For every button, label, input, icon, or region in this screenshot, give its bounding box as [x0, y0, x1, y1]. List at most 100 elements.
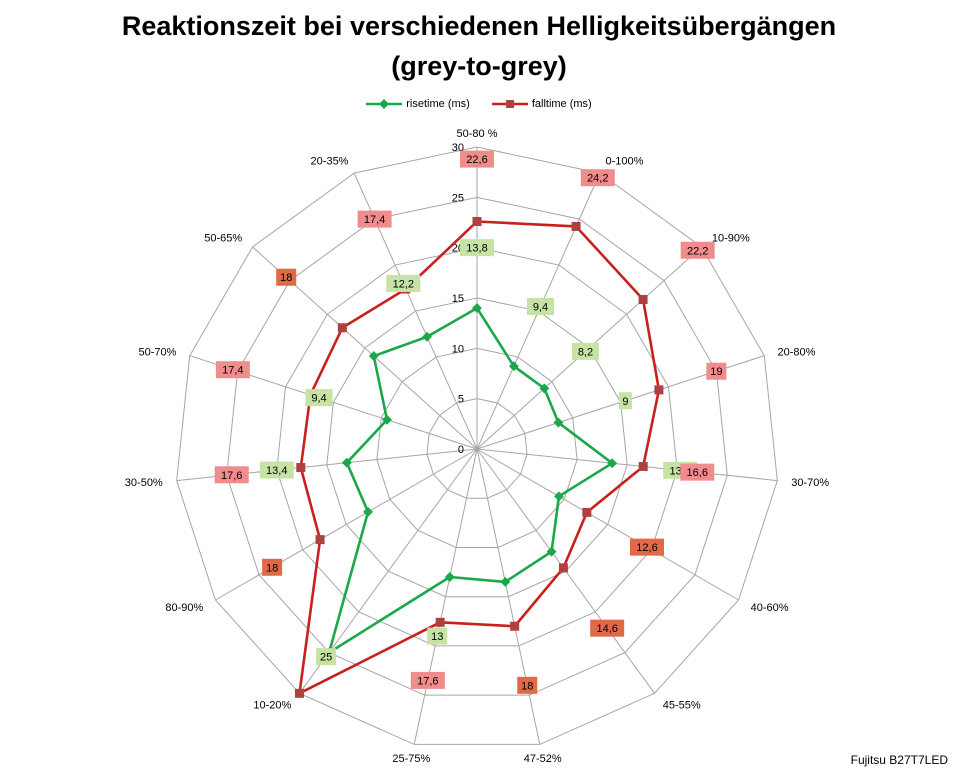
data-label-text: 13: [431, 631, 443, 643]
category-label: 45-55%: [663, 700, 701, 712]
data-point-risetime: [500, 576, 511, 587]
legend: risetime (ms) falltime (ms): [0, 98, 958, 110]
data-label-box: [316, 648, 337, 666]
data-point-risetime: [553, 417, 564, 428]
data-label-text: 16,6: [687, 467, 708, 479]
data-label-text: 17,4: [222, 365, 243, 377]
grid-spoke: [215, 448, 478, 601]
grid-ring: [326, 297, 628, 598]
category-label: 20-80%: [778, 346, 816, 358]
category-label: 30-70%: [791, 477, 829, 489]
data-label-text: 18: [266, 562, 278, 574]
data-label-falltime: 18: [276, 268, 297, 286]
category-label: 10-20%: [253, 700, 291, 712]
grid-ring: [176, 146, 778, 745]
grid-spoke: [413, 448, 478, 745]
data-point-falltime: [337, 323, 347, 333]
data-label-text: 18: [521, 680, 533, 692]
data-label-text: 9,4: [533, 301, 548, 313]
radar-grid: [176, 146, 778, 745]
grid-spoke: [476, 448, 541, 745]
data-label-falltime: 17,4: [357, 210, 392, 228]
data-label-box: [517, 676, 538, 694]
category-label: 20-35%: [311, 155, 349, 167]
data-point-falltime: [571, 221, 581, 231]
data-label-text: 18: [280, 272, 292, 284]
data-point-risetime: [341, 457, 352, 468]
data-point-falltime: [582, 507, 592, 517]
data-label-falltime: 14,6: [590, 619, 625, 637]
data-point-falltime: [510, 621, 520, 631]
data-label-box: [215, 361, 250, 379]
radial-tick-label: 5: [458, 394, 464, 406]
data-point-falltime: [654, 385, 664, 395]
data-label-risetime: 13,4: [259, 461, 294, 479]
data-point-risetime: [508, 361, 519, 372]
chart-subtitle: (grey-to-grey): [391, 51, 567, 81]
data-point-falltime: [296, 463, 306, 473]
radial-tick-label: 15: [452, 293, 464, 305]
data-label-text: 17,4: [364, 214, 385, 226]
chart-title: Reaktionszeit bei verschiedenen Helligke…: [121, 11, 837, 41]
data-label-text: 22,2: [687, 245, 708, 257]
data-point-risetime: [546, 546, 557, 557]
data-label-falltime: 18: [517, 676, 538, 694]
legend-item-falltime: falltime (ms): [491, 98, 592, 110]
data-point-risetime: [382, 414, 392, 425]
data-label-falltime: 16,6: [680, 463, 715, 481]
category-label: 50-80 %: [457, 128, 498, 140]
data-label-falltime: 12,6: [630, 538, 665, 556]
data-point-risetime: [472, 303, 482, 314]
data-label-text: 17,6: [221, 470, 242, 482]
data-label-box: [357, 210, 392, 228]
data-point-risetime: [363, 506, 373, 517]
data-label-falltime: 17,6: [214, 466, 249, 484]
data-point-risetime: [539, 383, 550, 394]
data-label-box: [460, 150, 494, 168]
data-label-box: [214, 466, 249, 484]
data-label-box: [618, 392, 632, 410]
data-label-falltime: 17,4: [215, 361, 250, 379]
data-label-box: [630, 538, 665, 556]
data-label-risetime: 25: [316, 648, 337, 666]
data-label-box: [680, 241, 715, 259]
data-label-box: [410, 671, 445, 689]
data-label-falltime: 22,2: [680, 241, 715, 259]
category-label: 47-52%: [524, 753, 562, 765]
data-label-text: 17,6: [417, 675, 438, 687]
data-label-risetime: 9,4: [526, 297, 554, 315]
data-label-box: [460, 239, 494, 257]
data-label-risetime: 9,4: [305, 389, 333, 407]
legend-swatch-falltime: [491, 100, 528, 108]
category-label: 50-70%: [139, 346, 177, 358]
data-label-text: 24,2: [587, 173, 608, 185]
data-label-box: [276, 268, 297, 286]
data-label-box: [305, 389, 333, 407]
data-point-falltime: [315, 535, 325, 545]
data-label-box: [262, 558, 283, 576]
radial-tick-label: 0: [458, 444, 464, 456]
data-point-falltime: [638, 461, 648, 471]
data-point-risetime: [607, 458, 618, 469]
legend-item-risetime: risetime (ms): [366, 98, 470, 110]
radial-tick-label: 25: [452, 192, 464, 204]
data-label-text: 13,8: [466, 243, 487, 255]
data-label-falltime: 24,2: [580, 169, 615, 187]
grid-spoke: [476, 448, 739, 601]
data-label-risetime: 9: [618, 392, 632, 410]
data-label-box: [580, 169, 615, 187]
radial-tick-label: 10: [452, 343, 464, 355]
data-label-risetime: 12,2: [386, 274, 421, 292]
data-label-falltime: 18: [262, 558, 283, 576]
data-label-box: [427, 627, 448, 645]
credit-label: Fujitsu B27T7LED: [850, 753, 948, 767]
grid-spoke: [476, 448, 778, 482]
data-label-box: [259, 461, 294, 479]
data-point-falltime: [638, 294, 648, 304]
data-label-box: [590, 619, 625, 637]
data-label-text: 12,6: [636, 542, 657, 554]
data-point-risetime: [444, 572, 455, 582]
category-label: 40-60%: [751, 602, 789, 614]
